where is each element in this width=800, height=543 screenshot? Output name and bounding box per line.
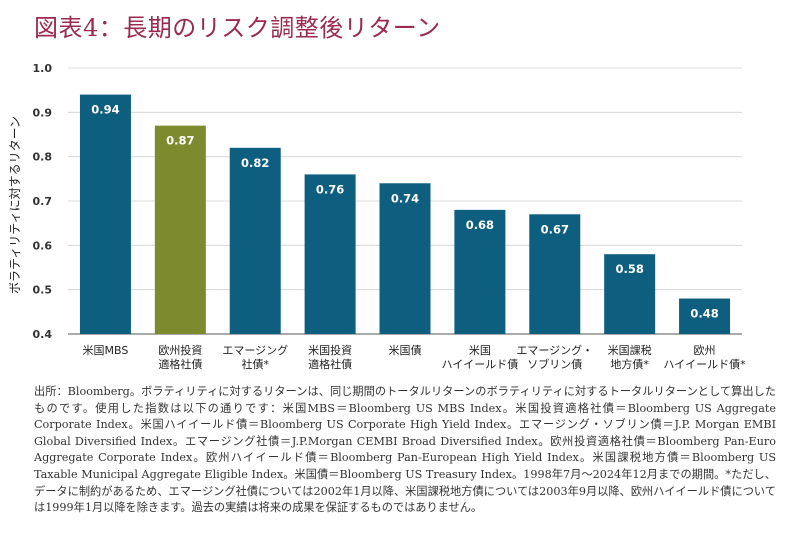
x-tick-label: ハイイールド債	[441, 357, 518, 371]
bar	[604, 254, 656, 334]
bar	[379, 183, 431, 334]
y-tick-label: 0.8	[33, 151, 53, 164]
x-tick-label: 米国MBS	[83, 344, 129, 357]
bar-value-label: 0.82	[241, 156, 269, 170]
bar-value-label: 0.87	[166, 134, 194, 148]
bar	[304, 174, 356, 334]
bar-value-label: 0.48	[690, 307, 718, 321]
bar-chart: 0.40.50.60.70.80.91.00.94米国MBS0.87欧州投資適格…	[8, 62, 746, 371]
y-tick-label: 0.7	[33, 195, 53, 208]
x-tick-label: 米国	[469, 344, 491, 357]
y-tick-label: 0.5	[33, 284, 53, 297]
bar-value-label: 0.58	[615, 262, 643, 276]
y-tick-label: 0.9	[33, 106, 53, 119]
x-tick-label: 地方債*	[610, 357, 649, 371]
x-tick-label: 欧州投資	[158, 343, 202, 357]
bar	[229, 147, 281, 334]
x-tick-label: 米国投資	[308, 343, 352, 357]
bar	[679, 298, 731, 334]
bar	[529, 214, 581, 334]
bar-value-label: 0.68	[466, 218, 494, 232]
x-tick-label: 適格社債	[158, 357, 202, 371]
bar	[454, 209, 506, 334]
x-tick-label: ソブリン債	[527, 357, 582, 371]
source-note: 出所：Bloomberg。ボラティリティに対するリターンは、同じ期間のトータルリ…	[34, 385, 776, 515]
chart-title: 図表4：長期のリスク調整後リターン	[34, 14, 441, 42]
bar-value-label: 0.76	[316, 182, 344, 196]
x-tick-label: エマージング	[222, 343, 288, 357]
x-tick-label: 欧州	[694, 344, 716, 357]
bar-value-label: 0.94	[91, 103, 119, 117]
bar	[154, 125, 206, 334]
x-tick-label: エマージング・	[516, 343, 593, 357]
x-tick-label: 米国債	[389, 343, 422, 357]
y-axis-label: ボラティリティに対するリターン	[8, 116, 22, 294]
y-tick-label: 0.4	[33, 328, 53, 341]
y-tick-label: 1.0	[33, 62, 53, 75]
x-tick-label: ハイイールド債*	[663, 357, 746, 371]
y-tick-label: 0.6	[33, 239, 53, 252]
x-tick-label: 社債*	[241, 357, 269, 371]
x-tick-label: 適格社債	[308, 357, 352, 371]
x-tick-label: 米国課税	[608, 343, 652, 357]
bar-value-label: 0.67	[541, 222, 569, 236]
bar	[79, 94, 131, 334]
bar-value-label: 0.74	[391, 191, 419, 205]
